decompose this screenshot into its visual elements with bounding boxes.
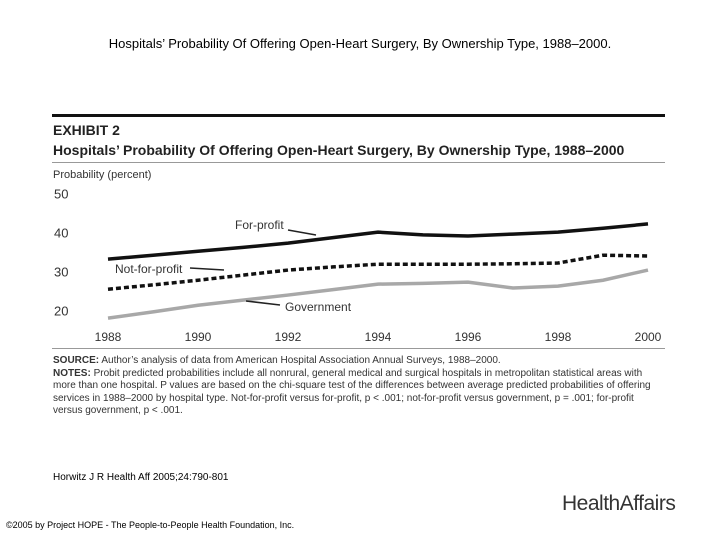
source-label: SOURCE: [53, 355, 100, 366]
x-tick-label: 1990 [185, 330, 212, 344]
chart-title: Hospitals’ Probability Of Offering Open-… [53, 142, 625, 158]
notes-label: NOTES: [53, 367, 91, 379]
series-label: For-profit [235, 218, 284, 232]
title-rule [52, 162, 665, 163]
label-pointer [245, 300, 281, 306]
x-tick-label: 1998 [545, 330, 572, 344]
y-tick-label: 40 [54, 226, 68, 241]
series-label: Government [285, 300, 352, 314]
label-pointer [189, 267, 225, 271]
x-tick-label: 1992 [275, 330, 302, 344]
x-tick-label: 1994 [365, 330, 392, 344]
x-tick-label: 2000 [635, 330, 662, 344]
y-axis-label: Probability (percent) [53, 169, 152, 181]
notes-text: Probit predicted probabilities include a… [53, 367, 651, 417]
y-tick-label: 30 [54, 265, 68, 280]
logo: HealthAffairs [562, 492, 676, 515]
source-text: Author’s analysis of data from American … [101, 355, 501, 366]
x-tick-label: 1996 [455, 330, 482, 344]
series-line [107, 268, 649, 320]
series-label: Not-for-profit [115, 262, 183, 276]
y-tick-label: 20 [54, 304, 68, 319]
x-tick-label: 1988 [95, 330, 122, 344]
footer: ©2005 by Project HOPE - The People-to-Pe… [6, 520, 295, 530]
source: SOURCE: Author’s analysis of data from A… [53, 355, 663, 418]
label-pointer [287, 229, 317, 236]
top-rule [52, 114, 665, 117]
series-line [107, 253, 649, 291]
chart: 20 30 40 50 1988 1990 1992 1994 1996 1998 2000 For-… [52, 186, 662, 344]
slide-title: Hospitals’ Probability Of Offering Open-… [108, 36, 612, 51]
citation: Horwitz J R Health Aff 2005;24:790-801 [53, 472, 229, 483]
source-rule [52, 348, 665, 349]
exhibit-label: EXHIBIT 2 [53, 122, 120, 138]
series-line [107, 222, 649, 261]
y-tick-label: 50 [54, 186, 68, 201]
